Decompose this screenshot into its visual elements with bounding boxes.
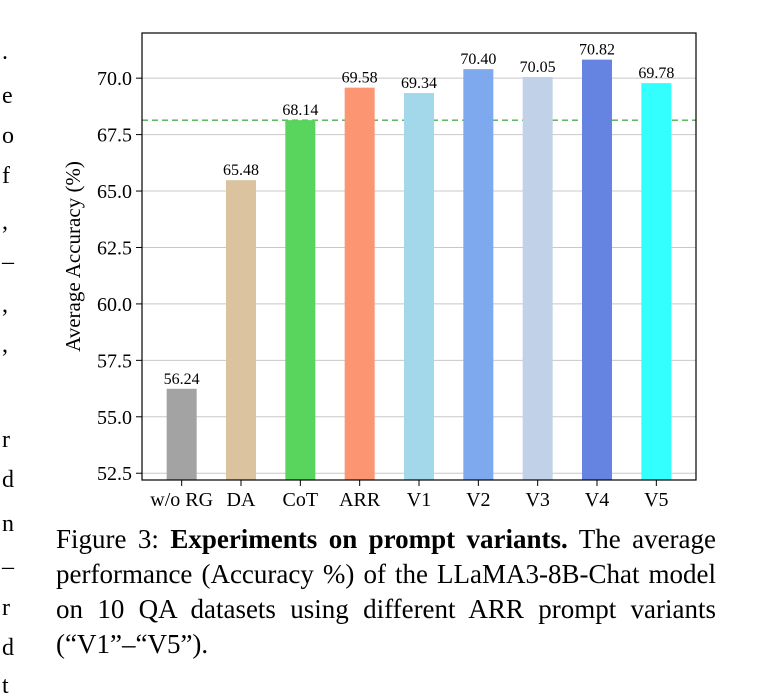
x-tick-label: ARR	[339, 489, 381, 511]
bar-value-label: 65.48	[223, 162, 259, 179]
caption-text: The average performance (Accuracy %) of …	[56, 524, 717, 659]
y-axis-label: Average Accuracy (%)	[61, 161, 85, 352]
x-tick-label: CoT	[283, 489, 319, 511]
y-tick-label: 67.5	[97, 125, 132, 147]
bar-v2	[463, 69, 494, 480]
x-tick-label: w/o RG	[150, 489, 213, 511]
left-margin-text: . e o f, –,, r d n – r d t	[0, 0, 24, 699]
value-labels: 56.24 65.48 68.14 69.58 69.34 70.40 70.05 70.82…	[164, 42, 675, 388]
y-tick-label: 52.5	[97, 463, 132, 485]
x-tick-label: V3	[525, 489, 549, 511]
bar-value-label: 70.05	[520, 59, 556, 76]
margin-fragment-char: t	[2, 673, 9, 699]
y-tick-label: 65.0	[97, 181, 132, 203]
caption-title: Experiments on prompt variants.	[170, 524, 568, 554]
margin-fragment-char: o	[2, 123, 14, 149]
bar-arr	[344, 87, 375, 480]
margin-fragment-char: r	[2, 427, 10, 453]
margin-fragment-char: n	[2, 511, 14, 537]
bar-da	[226, 180, 256, 480]
bar-v4	[582, 59, 612, 480]
margin-fragment-char: –	[2, 249, 14, 275]
bar-w-o-rg	[166, 388, 197, 480]
x-tick-label: V4	[585, 489, 609, 511]
bar-value-label: 69.58	[342, 70, 378, 87]
margin-fragment-char: ,	[2, 292, 8, 318]
margin-fragment-char: .	[2, 39, 8, 65]
x-tick-label: DA	[227, 489, 256, 511]
margin-fragment-char: ,	[2, 209, 8, 235]
y-tick-label: 60.0	[97, 294, 132, 316]
y-axis-ticks: 52.5 55.0 57.5 60.0 62.5 65.0 67.5 70.0	[97, 68, 142, 485]
caption-label: Figure 3:	[56, 524, 159, 554]
x-axis-ticks: w/o RG DA CoT ARR V1 V2 V3 V4 V5	[150, 480, 669, 511]
y-tick-label: 70.0	[97, 68, 132, 90]
bars	[166, 59, 672, 481]
bar-value-label: 70.40	[460, 51, 496, 68]
bar-value-label: 69.78	[638, 65, 674, 82]
bar-cot	[285, 120, 316, 480]
margin-fragment-char: f	[2, 163, 10, 189]
margin-fragment-char: d	[2, 635, 14, 661]
bar-value-label: 69.34	[401, 75, 437, 92]
bar-value-label: 68.14	[282, 102, 318, 119]
bar-v5	[641, 83, 672, 481]
y-tick-label: 57.5	[97, 350, 132, 372]
margin-fragment-char: ,	[2, 332, 8, 358]
bar-chart: 56.24 65.48 68.14 69.58 69.34 70.40 70.05 70.82…	[61, 32, 697, 511]
bar-value-label: 70.82	[579, 42, 615, 59]
margin-fragment-char: r	[2, 595, 10, 621]
margin-fragment-char: –	[2, 554, 14, 580]
x-tick-label: V5	[644, 489, 668, 511]
margin-fragment-char: e	[2, 83, 13, 109]
bar-v1	[404, 93, 434, 480]
y-tick-label: 62.5	[97, 237, 132, 259]
margin-fragment-char: d	[2, 467, 14, 493]
y-tick-label: 55.0	[97, 407, 132, 429]
x-tick-label: V2	[466, 489, 490, 511]
bar-v3	[522, 77, 553, 480]
x-tick-label: V1	[407, 489, 431, 511]
bar-value-label: 56.24	[164, 371, 200, 388]
figure-caption: Figure 3: Experiments on prompt variants…	[56, 522, 716, 662]
